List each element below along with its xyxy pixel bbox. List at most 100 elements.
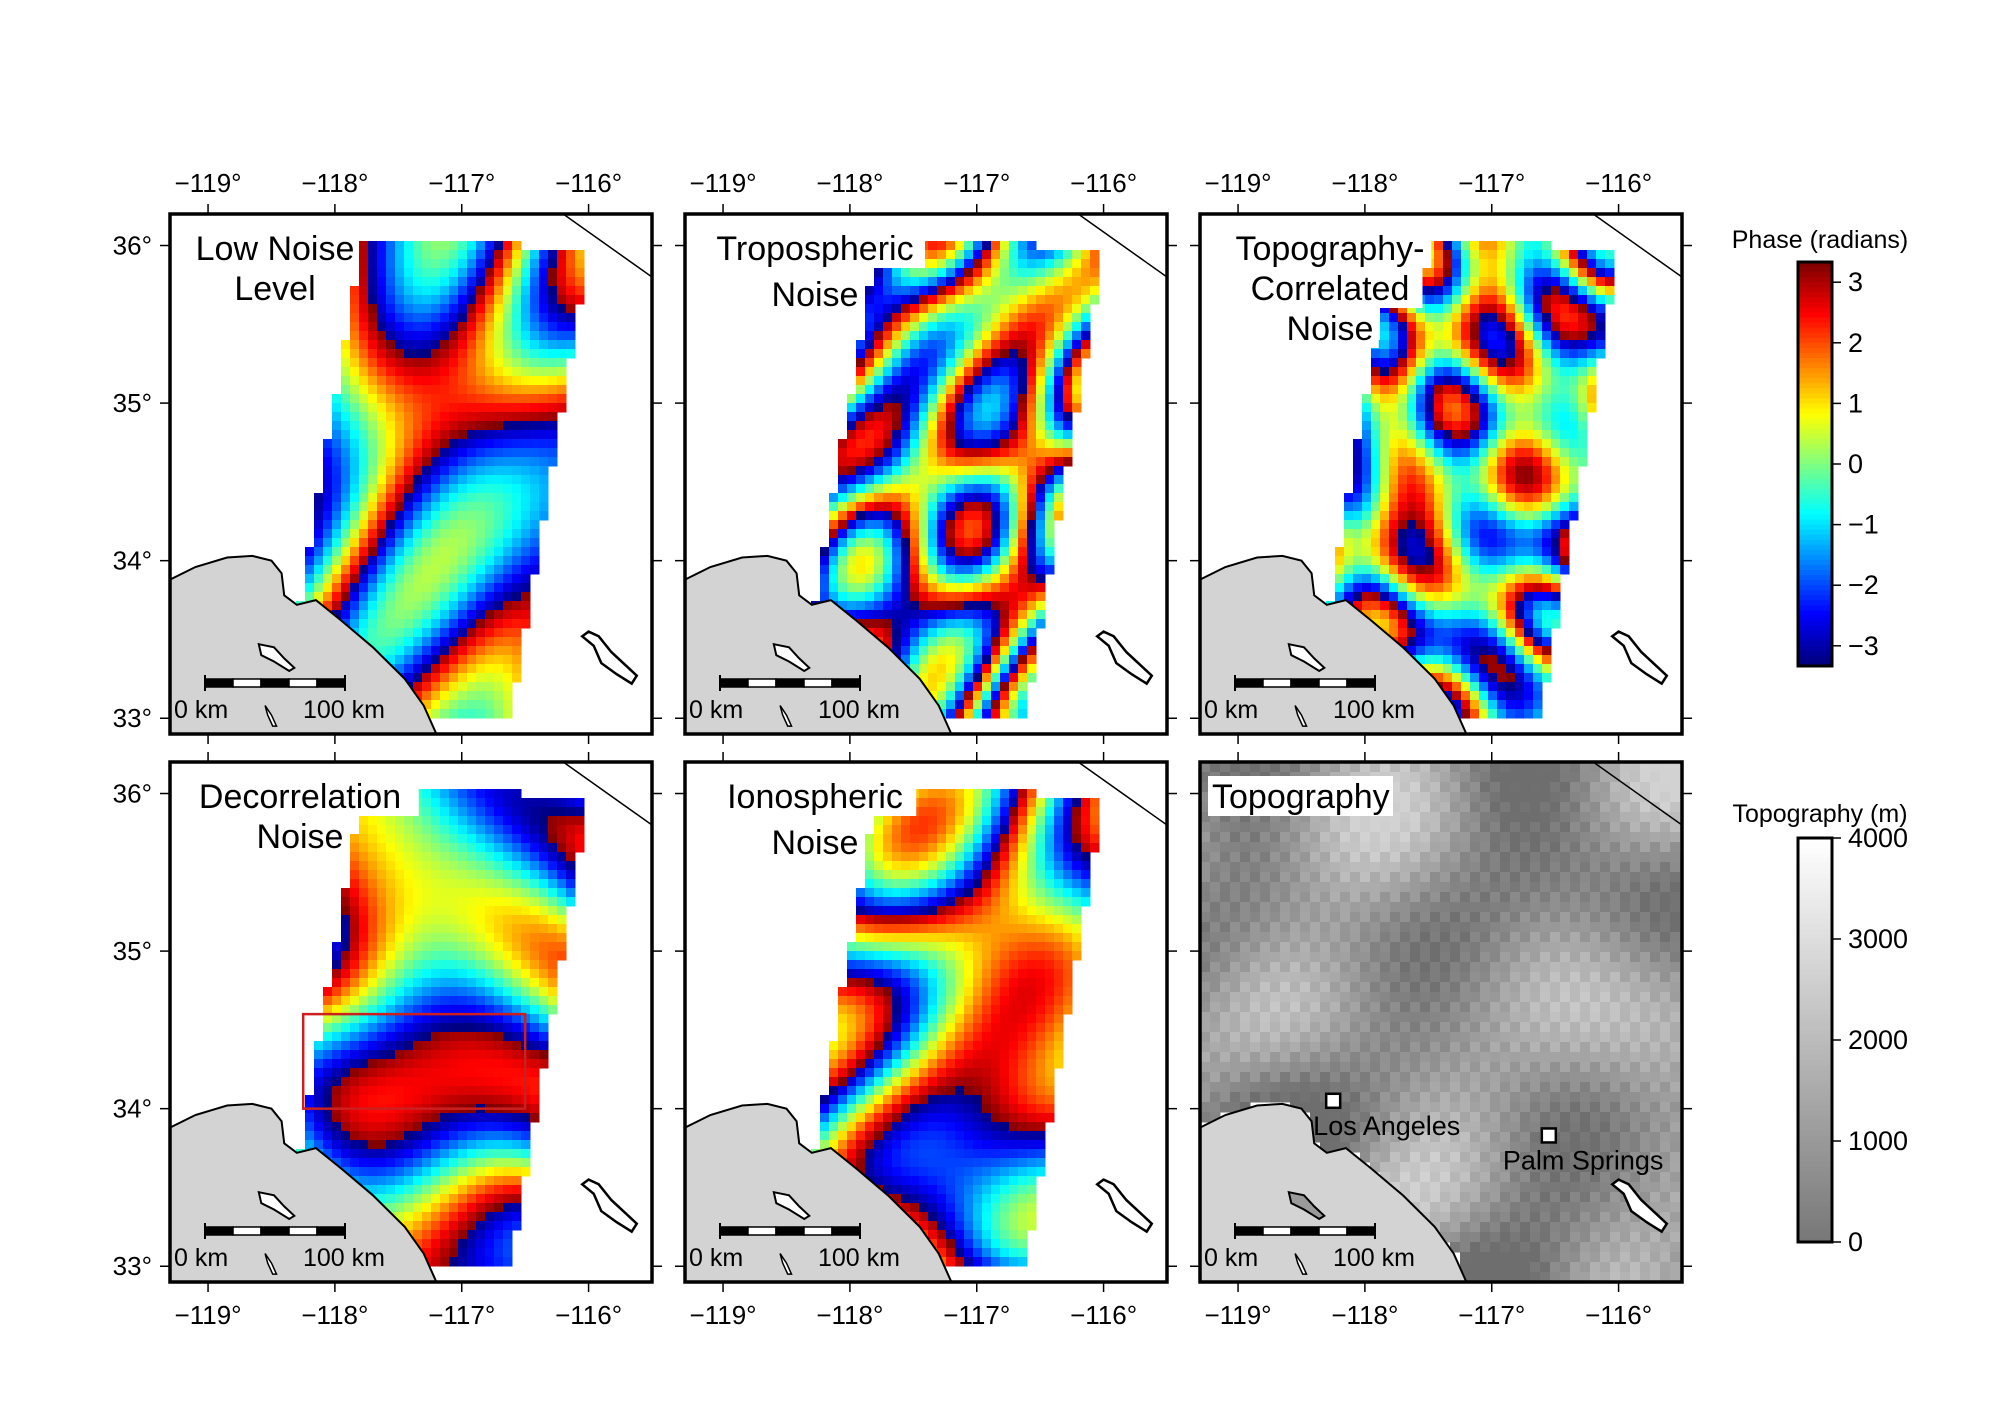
phase-cell: [368, 592, 378, 602]
phase-cell: [332, 484, 342, 494]
phase-cell: [928, 259, 938, 269]
phase-cell: [1452, 547, 1462, 557]
phase-cell: [1027, 556, 1037, 566]
phase-cell: [1479, 385, 1489, 395]
phase-cell: [1434, 673, 1444, 683]
phase-cell: [494, 367, 504, 377]
phase-cell: [1524, 268, 1534, 278]
phase-cell: [359, 1068, 369, 1078]
phase-cell: [386, 466, 396, 476]
phase-cell: [1335, 583, 1345, 593]
phase-cell: [1362, 430, 1372, 440]
phase-cell: [332, 987, 342, 997]
phase-cell: [377, 852, 387, 862]
phase-cell: [1551, 430, 1561, 440]
phase-cell: [1470, 259, 1480, 269]
phase-cell: [503, 816, 513, 826]
phase-cell: [1398, 439, 1408, 449]
phase-cell: [1009, 709, 1019, 719]
phase-cell: [1524, 565, 1534, 575]
phase-cell: [1533, 268, 1543, 278]
phase-cell: [1443, 295, 1453, 305]
phase-cell: [928, 682, 938, 692]
phase-cell: [368, 457, 378, 467]
phase-cell: [1407, 610, 1417, 620]
phase-cell: [377, 547, 387, 557]
phase-cell: [413, 358, 423, 368]
phase-cell: [395, 358, 405, 368]
phase-cell: [955, 304, 965, 314]
phase-cell: [530, 1086, 540, 1096]
phase-cell: [449, 852, 459, 862]
phase-cell: [955, 592, 965, 602]
phase-cell: [530, 942, 540, 952]
phase-cell: [458, 1032, 468, 1042]
phase-cell: [431, 322, 441, 332]
phase-cell: [539, 996, 549, 1006]
phase-cell: [982, 295, 992, 305]
phase-cell: [1488, 331, 1498, 341]
phase-cell: [440, 1041, 450, 1051]
phase-cell: [1018, 583, 1028, 593]
phase-cell: [937, 502, 947, 512]
phase-cell: [1578, 286, 1588, 296]
phase-cell: [503, 268, 513, 278]
phase-cell: [937, 601, 947, 611]
phase-cell: [1045, 511, 1055, 521]
phase-cell: [386, 852, 396, 862]
phase-cell: [1542, 340, 1552, 350]
phase-cell: [458, 313, 468, 323]
phase-cell: [368, 879, 378, 889]
phase-cell: [1027, 304, 1037, 314]
scale-bar: 0 km 100 km: [1204, 675, 1415, 724]
phase-cell: [467, 385, 477, 395]
phase-cell: [332, 556, 342, 566]
phase-cell: [530, 987, 540, 997]
phase-cell: [413, 394, 423, 404]
phase-cell: [431, 1068, 441, 1078]
phase-cell: [440, 601, 450, 611]
phase-cell: [521, 313, 531, 323]
phase-cell: [1443, 511, 1453, 521]
phase-cell: [1542, 475, 1552, 485]
phase-cell: [449, 466, 459, 476]
phase-cell: [503, 493, 513, 503]
phase-cell: [1461, 619, 1471, 629]
phase-cell: [964, 241, 974, 251]
phase-cell: [467, 259, 477, 269]
phase-cell: [431, 493, 441, 503]
phase-cell: [1072, 376, 1082, 386]
phase-cell: [350, 906, 360, 916]
phase-cell: [1353, 529, 1363, 539]
phase-cell: [1425, 358, 1435, 368]
phase-cell: [494, 538, 504, 548]
phase-cell: [1380, 322, 1390, 332]
phase-cell: [1434, 277, 1444, 287]
phase-cell: [548, 412, 558, 422]
phase-cell: [458, 556, 468, 566]
phase-cell: [883, 601, 893, 611]
phase-cell: [982, 628, 992, 638]
phase-cell: [982, 367, 992, 377]
phase-cell: [910, 655, 920, 665]
phase-cell: [919, 403, 929, 413]
phase-cell: [1524, 610, 1534, 620]
phase-cell: [1542, 241, 1552, 251]
phase-cell: [359, 897, 369, 907]
phase-cell: [350, 286, 360, 296]
phase-cell: [1000, 655, 1010, 665]
phase-cell: [521, 924, 531, 934]
phase-cell: [404, 942, 414, 952]
phase-cell: [1425, 646, 1435, 656]
phase-cell: [467, 915, 477, 925]
phase-cell: [1425, 583, 1435, 593]
phase-cell: [874, 520, 884, 530]
scale-segment: [719, 678, 749, 688]
phase-cell: [1027, 250, 1037, 260]
phase-cell: [314, 520, 324, 530]
phase-cell: [512, 511, 522, 521]
phase-cell: [476, 906, 486, 916]
phase-cell: [422, 421, 432, 431]
